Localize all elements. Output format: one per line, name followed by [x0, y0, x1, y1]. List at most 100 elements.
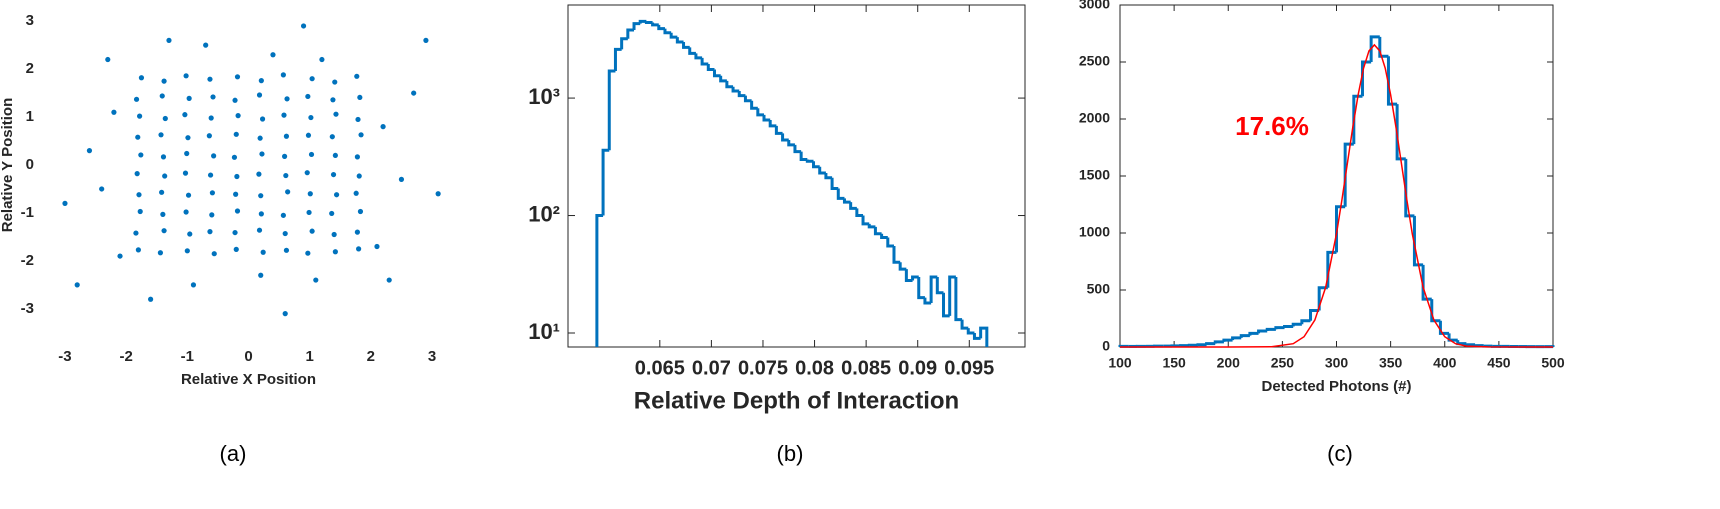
- scatter-point: [331, 231, 337, 238]
- scatter-point: [355, 116, 361, 123]
- histogram-step: [688, 47, 696, 55]
- scatter-point: [133, 96, 140, 102]
- y-tick-label: 2: [26, 60, 34, 77]
- histogram-step: [830, 177, 839, 190]
- scatter-point: [333, 192, 340, 198]
- histogram-step: [762, 114, 771, 122]
- histogram-step: [1473, 344, 1484, 348]
- scatter-point: [258, 193, 264, 199]
- y-tick-label: -3: [21, 300, 34, 317]
- scatter-point: [160, 211, 166, 217]
- plot-frame: [1119, 4, 1554, 348]
- histogram-step: [979, 326, 989, 347]
- x-tick-label: 0.09: [898, 357, 937, 379]
- x-axis-label: Detected Photons (#): [1261, 378, 1411, 395]
- histogram-step: [737, 90, 746, 98]
- scatter-point: [206, 133, 212, 139]
- scatter-point: [332, 79, 338, 85]
- scatter-point: [86, 148, 93, 154]
- scatter-point: [207, 76, 213, 82]
- y-tick-label: 2000: [1079, 110, 1110, 126]
- scatter-point: [161, 78, 167, 84]
- histogram-step: [1265, 327, 1276, 332]
- scatter-point: [259, 151, 265, 157]
- x-tick-label: 1: [306, 348, 314, 365]
- scatter-point: [283, 172, 289, 179]
- scatter-point: [233, 191, 239, 197]
- annotation: 17.6%: [1235, 111, 1309, 141]
- x-tick-label: 0.065: [635, 357, 685, 379]
- scatter-point: [159, 189, 165, 195]
- histogram-step: [632, 22, 641, 30]
- scatter-point: [329, 134, 335, 140]
- scatter-point: [356, 173, 362, 179]
- scatter-point: [99, 186, 105, 192]
- scatter-point: [309, 228, 315, 234]
- histogram-step: [960, 319, 969, 330]
- x-tick-label: 350: [1379, 355, 1403, 371]
- scatter-point: [232, 97, 238, 103]
- histogram-step: [855, 208, 864, 218]
- fit-curve: [1120, 43, 1554, 348]
- scatter-point: [333, 111, 339, 117]
- scatter-point: [62, 200, 68, 206]
- scatter-point: [136, 192, 142, 198]
- scatter-point: [354, 229, 360, 235]
- histogram-step: [595, 214, 604, 347]
- histogram-step: [886, 237, 894, 248]
- histogram-step: [1464, 343, 1476, 347]
- scatter-point: [305, 132, 312, 138]
- scatter-point: [211, 153, 217, 159]
- histogram-step: [756, 108, 765, 117]
- scatter-point: [256, 92, 263, 98]
- histogram-step: [1352, 94, 1363, 145]
- scatter-point: [411, 90, 417, 96]
- scatter-point: [137, 113, 143, 119]
- x-tick-label: -3: [58, 348, 71, 365]
- scatter-point: [234, 208, 241, 214]
- scatter-point: [186, 95, 192, 101]
- scatter-point: [138, 75, 145, 81]
- scatter-point: [285, 189, 291, 195]
- x-tick-label: -2: [119, 348, 132, 365]
- histogram-step: [793, 144, 802, 154]
- scatter-point: [133, 230, 139, 236]
- scatter-point: [190, 282, 197, 288]
- x-tick-label: 400: [1433, 355, 1457, 371]
- y-tick-label: -1: [21, 204, 34, 221]
- scatter-point: [209, 212, 215, 218]
- y-tick-label: 1: [26, 108, 34, 125]
- scatter-point: [210, 94, 216, 100]
- histogram-step: [836, 188, 845, 200]
- scatter-point: [374, 243, 380, 250]
- x-tick-label: 2: [367, 348, 375, 365]
- histogram-step: [1386, 56, 1398, 106]
- plot-frame: [567, 4, 1026, 348]
- y-tick-label: 2500: [1079, 53, 1110, 69]
- histogram-step: [712, 69, 721, 78]
- histogram-step: [644, 20, 653, 24]
- y-tick-label: 10²: [528, 201, 560, 226]
- histogram-step: [719, 75, 727, 83]
- histogram-step: [750, 100, 758, 110]
- y-tick-label: 10¹: [528, 319, 560, 344]
- histogram-step: [923, 297, 932, 305]
- histogram-step: [1395, 104, 1406, 161]
- scatter-point: [258, 78, 264, 84]
- histogram-step: [917, 276, 925, 300]
- histogram-step: [651, 22, 659, 27]
- histogram-step: [935, 276, 944, 295]
- scatter-point: [309, 76, 315, 82]
- x-tick-label: 300: [1325, 355, 1349, 371]
- histogram-step: [731, 86, 740, 93]
- scatter-point: [435, 191, 441, 197]
- scatter-point: [357, 208, 364, 215]
- histogram-step: [805, 159, 814, 163]
- histogram-step: [867, 223, 876, 229]
- y-tick-label: 3: [26, 12, 34, 29]
- histogram-step: [812, 161, 820, 169]
- scatter-point: [207, 172, 214, 178]
- histogram-step: [620, 37, 628, 50]
- y-tick-label: 1500: [1079, 167, 1110, 183]
- scatter-point: [304, 170, 310, 176]
